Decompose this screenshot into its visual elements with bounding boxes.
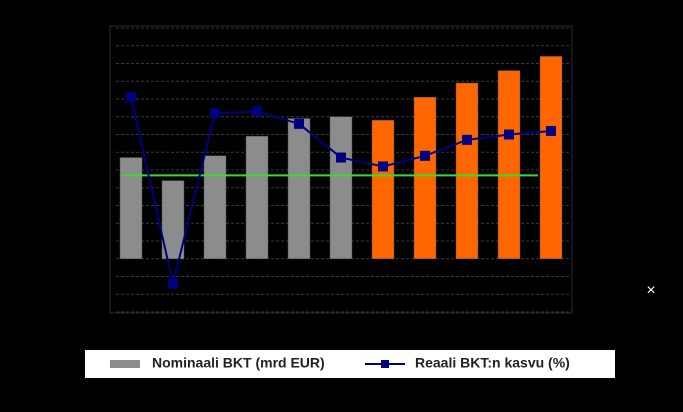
bar <box>413 96 437 259</box>
y-tick-label: 130 <box>87 23 104 34</box>
y-tick-label: -20 <box>90 289 105 300</box>
y-tick-label: 10 <box>93 236 105 247</box>
y-tick-label: 0 <box>98 253 104 264</box>
bar <box>329 116 353 259</box>
bar <box>119 157 143 259</box>
legend-swatch <box>110 360 140 368</box>
y-tick-label: 100 <box>87 76 104 87</box>
legend-swatch <box>381 360 389 368</box>
legend-label: Reaali BKT:n kasvu (%) <box>415 355 570 371</box>
y-tick-label: 70 <box>93 129 105 140</box>
y-tick-label: 20 <box>93 218 105 229</box>
bar <box>287 118 311 260</box>
line-marker <box>378 161 388 172</box>
line-marker <box>504 129 514 140</box>
line-marker <box>336 152 346 163</box>
bar <box>371 120 395 259</box>
line-marker <box>252 106 262 117</box>
line-marker <box>546 125 556 136</box>
y-tick-label: 40 <box>93 182 105 193</box>
legend-label: Nominaali BKT (mrd EUR) <box>152 355 325 371</box>
line-marker <box>210 108 220 119</box>
y-tick-label: 110 <box>88 58 104 69</box>
y-tick-label: 30 <box>93 200 105 211</box>
y-tick-label: 90 <box>93 94 105 105</box>
y-tick-label: 80 <box>93 111 105 122</box>
line-marker <box>168 278 178 289</box>
line-marker <box>126 92 136 103</box>
bar <box>245 136 269 259</box>
y-tick-label: -30 <box>90 307 105 318</box>
bar <box>455 82 479 260</box>
line-marker <box>462 134 472 145</box>
y-tick-label: 50 <box>93 165 105 176</box>
y-tick-label: 60 <box>93 147 105 158</box>
y-tick-label: 120 <box>87 40 104 51</box>
legend <box>85 350 615 378</box>
bar <box>539 56 563 260</box>
bar <box>161 180 185 259</box>
plot-area <box>109 25 573 314</box>
y-tick-label: -10 <box>90 271 105 282</box>
line-marker <box>420 150 430 161</box>
bar <box>497 70 521 259</box>
close-button[interactable]: × <box>646 282 655 299</box>
line-marker <box>294 118 304 129</box>
bar <box>203 155 227 259</box>
